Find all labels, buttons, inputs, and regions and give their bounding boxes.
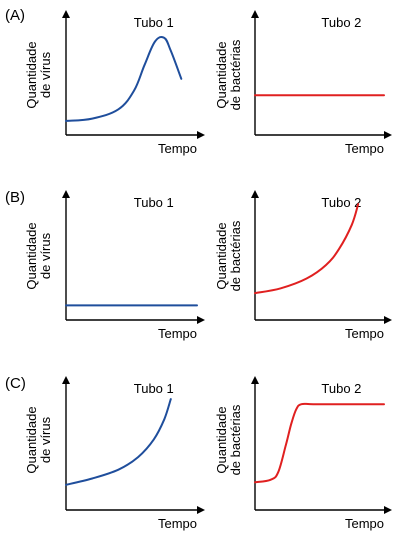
y-axis-arrow: [251, 190, 259, 198]
y-axis-label: de bactérias: [228, 220, 243, 291]
series-line: [254, 203, 360, 295]
chart-title: Tubo 2: [321, 15, 361, 30]
panel-label: (C): [5, 375, 26, 392]
chart-title: Tubo 2: [321, 381, 361, 396]
chart-title: Tubo 1: [134, 381, 174, 396]
series-line: [254, 402, 385, 484]
chart-title: Tubo 1: [134, 15, 174, 30]
y-axis-label: Quantidade: [214, 406, 229, 473]
y-axis-label: de bactérias: [228, 404, 243, 475]
y-axis-label: Quantidade: [214, 222, 229, 289]
x-axis-label: Tempo: [345, 141, 384, 156]
x-axis-arrow: [384, 131, 392, 139]
y-axis-arrow: [251, 10, 259, 18]
x-axis-label: Tempo: [345, 516, 384, 531]
series-line: [65, 35, 183, 122]
x-axis-arrow: [197, 316, 205, 324]
y-axis-label: de vírus: [38, 232, 53, 279]
x-axis-label: Tempo: [158, 141, 197, 156]
x-axis-arrow: [197, 506, 205, 514]
x-axis-arrow: [384, 506, 392, 514]
panel-label: (A): [5, 7, 25, 24]
y-axis-arrow: [62, 190, 70, 198]
chart-title: Tubo 2: [321, 195, 361, 210]
y-axis-arrow: [62, 10, 70, 18]
y-axis-label: Quantidade: [24, 41, 39, 108]
y-axis-label: de bactérias: [228, 39, 243, 110]
x-axis-label: Tempo: [345, 326, 384, 341]
y-axis-label: de vírus: [38, 416, 53, 463]
y-axis-arrow: [251, 376, 259, 384]
x-axis-arrow: [197, 131, 205, 139]
y-axis-arrow: [62, 376, 70, 384]
y-axis-label: Quantidade: [24, 222, 39, 289]
series-line: [65, 398, 172, 486]
y-axis-label: Quantidade: [24, 406, 39, 473]
y-axis-label: de vírus: [38, 51, 53, 98]
panel-label: (B): [5, 189, 25, 206]
x-axis-label: Tempo: [158, 516, 197, 531]
x-axis-arrow: [384, 316, 392, 324]
chart-title: Tubo 1: [134, 195, 174, 210]
y-axis-label: Quantidade: [214, 41, 229, 108]
x-axis-label: Tempo: [158, 326, 197, 341]
